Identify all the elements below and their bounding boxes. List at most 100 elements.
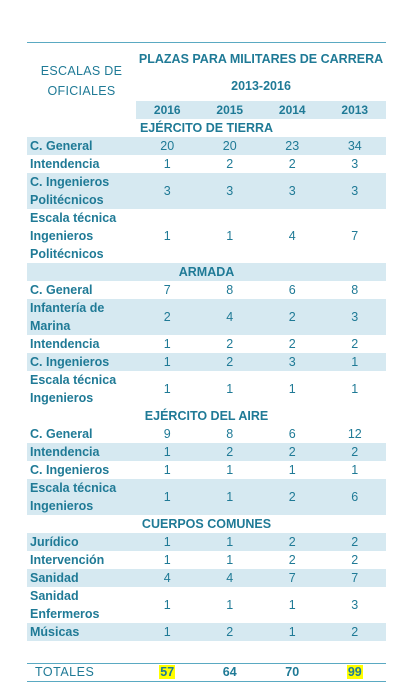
year-header: 2015 bbox=[198, 101, 261, 119]
plazas-table: ESCALAS DE OFICIALES PLAZAS PARA MILITAR… bbox=[27, 42, 387, 682]
cell-value: 3 bbox=[351, 184, 359, 198]
cell-value: 8 bbox=[226, 427, 234, 441]
cell-value: 1 bbox=[226, 463, 234, 477]
total-value: 57 bbox=[136, 663, 199, 681]
cell-value: 2 bbox=[226, 625, 234, 639]
cell-value: 3 bbox=[351, 310, 359, 324]
cell-value: 1 bbox=[163, 445, 171, 459]
table-row: Escala técnica Ingenieros 1 1 2 6 bbox=[27, 479, 387, 515]
table-row: C. General 7 8 6 8 bbox=[27, 281, 386, 299]
row-label: Escala técnica Ingenieros bbox=[30, 373, 117, 405]
row-label: Infantería de Marina bbox=[30, 301, 105, 333]
cell-value: 3 bbox=[288, 355, 296, 369]
cell-value: 2 bbox=[226, 157, 234, 171]
year-header: 2013 bbox=[323, 101, 387, 119]
cell-value: 2 bbox=[288, 337, 296, 351]
cell-value: 3 bbox=[288, 184, 296, 198]
table-row: Intendencia 1 2 2 2 bbox=[27, 443, 387, 461]
cell-value: 1 bbox=[226, 553, 234, 567]
cell-value: 1 bbox=[351, 382, 359, 396]
header-spacer bbox=[27, 101, 136, 119]
cell-value: 1 bbox=[163, 553, 171, 567]
cell-value: 6 bbox=[351, 490, 359, 504]
cell-value: 2 bbox=[351, 445, 359, 459]
cell-value: 2 bbox=[226, 337, 234, 351]
table-row: Intendencia 1 2 2 3 bbox=[27, 155, 386, 173]
cell-value: 2 bbox=[351, 553, 359, 567]
total-value-text: 57 bbox=[159, 665, 176, 679]
cell-value: 1 bbox=[351, 463, 359, 477]
cell-value: 1 bbox=[226, 382, 234, 396]
cell-value: 20 bbox=[222, 139, 237, 153]
cell-value: 2 bbox=[351, 337, 359, 351]
cell-value: 1 bbox=[163, 463, 171, 477]
cell-value: 1 bbox=[163, 490, 171, 504]
row-label: Intervención bbox=[30, 553, 105, 567]
table-row: Jurídico 1 1 2 2 bbox=[27, 533, 387, 551]
row-label: Intendencia bbox=[30, 337, 100, 351]
totals-label: TOTALES bbox=[35, 665, 95, 679]
section-row: ARMADA bbox=[27, 263, 387, 281]
cell-value: 7 bbox=[163, 283, 171, 297]
cell-value: 6 bbox=[288, 427, 296, 441]
cell-value: 9 bbox=[163, 427, 171, 441]
cell-value: 2 bbox=[288, 553, 296, 567]
table-body: EJÉRCITO DE TIERRA C. General 20 20 23 34 Inte… bbox=[27, 119, 387, 641]
cell-value: 4 bbox=[226, 571, 234, 585]
section-title: EJÉRCITO DEL AIRE bbox=[144, 409, 269, 423]
row-label: C. Ingenieros Politécnicos bbox=[30, 175, 110, 207]
table-row: Infantería de Marina 2 4 2 3 bbox=[27, 299, 387, 335]
table-row: Sanidad 4 4 7 7 bbox=[27, 569, 387, 587]
cell-value: 7 bbox=[351, 229, 359, 243]
cell-value: 1 bbox=[163, 355, 171, 369]
table-row: C. General 9 8 6 12 bbox=[27, 425, 386, 443]
section-row: EJÉRCITO DEL AIRE bbox=[27, 407, 386, 425]
total-value-text: 99 bbox=[346, 665, 363, 679]
cell-value: 1 bbox=[288, 625, 296, 639]
cell-value: 2 bbox=[288, 157, 296, 171]
row-label: Sanidad bbox=[30, 571, 79, 585]
cell-value: 12 bbox=[347, 427, 362, 441]
cell-value: 1 bbox=[226, 490, 234, 504]
cell-value: 1 bbox=[163, 337, 171, 351]
cell-value: 34 bbox=[347, 139, 362, 153]
section-row: EJÉRCITO DE TIERRA bbox=[27, 119, 386, 137]
row-label: C. Ingenieros bbox=[30, 355, 110, 369]
table-row: Escala técnica Ingenieros 1 1 1 1 bbox=[27, 371, 386, 407]
cell-value: 1 bbox=[226, 598, 234, 612]
row-label: Escala técnica Ingenieros Politécnicos bbox=[30, 211, 117, 261]
cell-value: 2 bbox=[288, 445, 296, 459]
cell-value: 3 bbox=[351, 157, 359, 171]
cell-value: 2 bbox=[226, 445, 234, 459]
cell-value: 8 bbox=[351, 283, 359, 297]
cell-value: 8 bbox=[226, 283, 234, 297]
section-title: EJÉRCITO DE TIERRA bbox=[139, 121, 274, 135]
table-row: Músicas 1 2 1 2 bbox=[27, 623, 387, 641]
table-row: C. General 20 20 23 34 bbox=[27, 137, 387, 155]
row-label: Jurídico bbox=[30, 535, 79, 549]
cell-value: 1 bbox=[163, 157, 171, 171]
row-label: C. Ingenieros bbox=[30, 463, 110, 477]
year-header: 2016 bbox=[136, 101, 199, 119]
scales-header: ESCALAS DE OFICIALES bbox=[40, 64, 123, 98]
cell-value: 3 bbox=[226, 184, 234, 198]
cell-value: 23 bbox=[285, 139, 300, 153]
section-title: CUERPOS COMUNES bbox=[141, 517, 272, 531]
table-row: Intendencia 1 2 2 2 bbox=[27, 335, 386, 353]
total-value: 70 bbox=[261, 663, 324, 681]
table-title-line1: PLAZAS PARA MILITARES DE CARRERA bbox=[138, 51, 384, 66]
section-title: ARMADA bbox=[27, 263, 387, 281]
section-row: CUERPOS COMUNES bbox=[27, 515, 386, 533]
table-row: Intervención 1 1 2 2 bbox=[27, 551, 386, 569]
cell-value: 2 bbox=[226, 355, 234, 369]
cell-value: 2 bbox=[351, 535, 359, 549]
cell-value: 1 bbox=[226, 535, 234, 549]
row-label: C. General bbox=[30, 283, 93, 297]
cell-value: 20 bbox=[160, 139, 175, 153]
total-value-text: 70 bbox=[285, 665, 300, 679]
cell-value: 1 bbox=[226, 229, 234, 243]
cell-value: 2 bbox=[288, 310, 296, 324]
table-row: Escala técnica Ingenieros Politécnicos 1 1… bbox=[27, 209, 386, 263]
cell-value: 1 bbox=[163, 625, 171, 639]
total-value: 99 bbox=[324, 663, 387, 681]
